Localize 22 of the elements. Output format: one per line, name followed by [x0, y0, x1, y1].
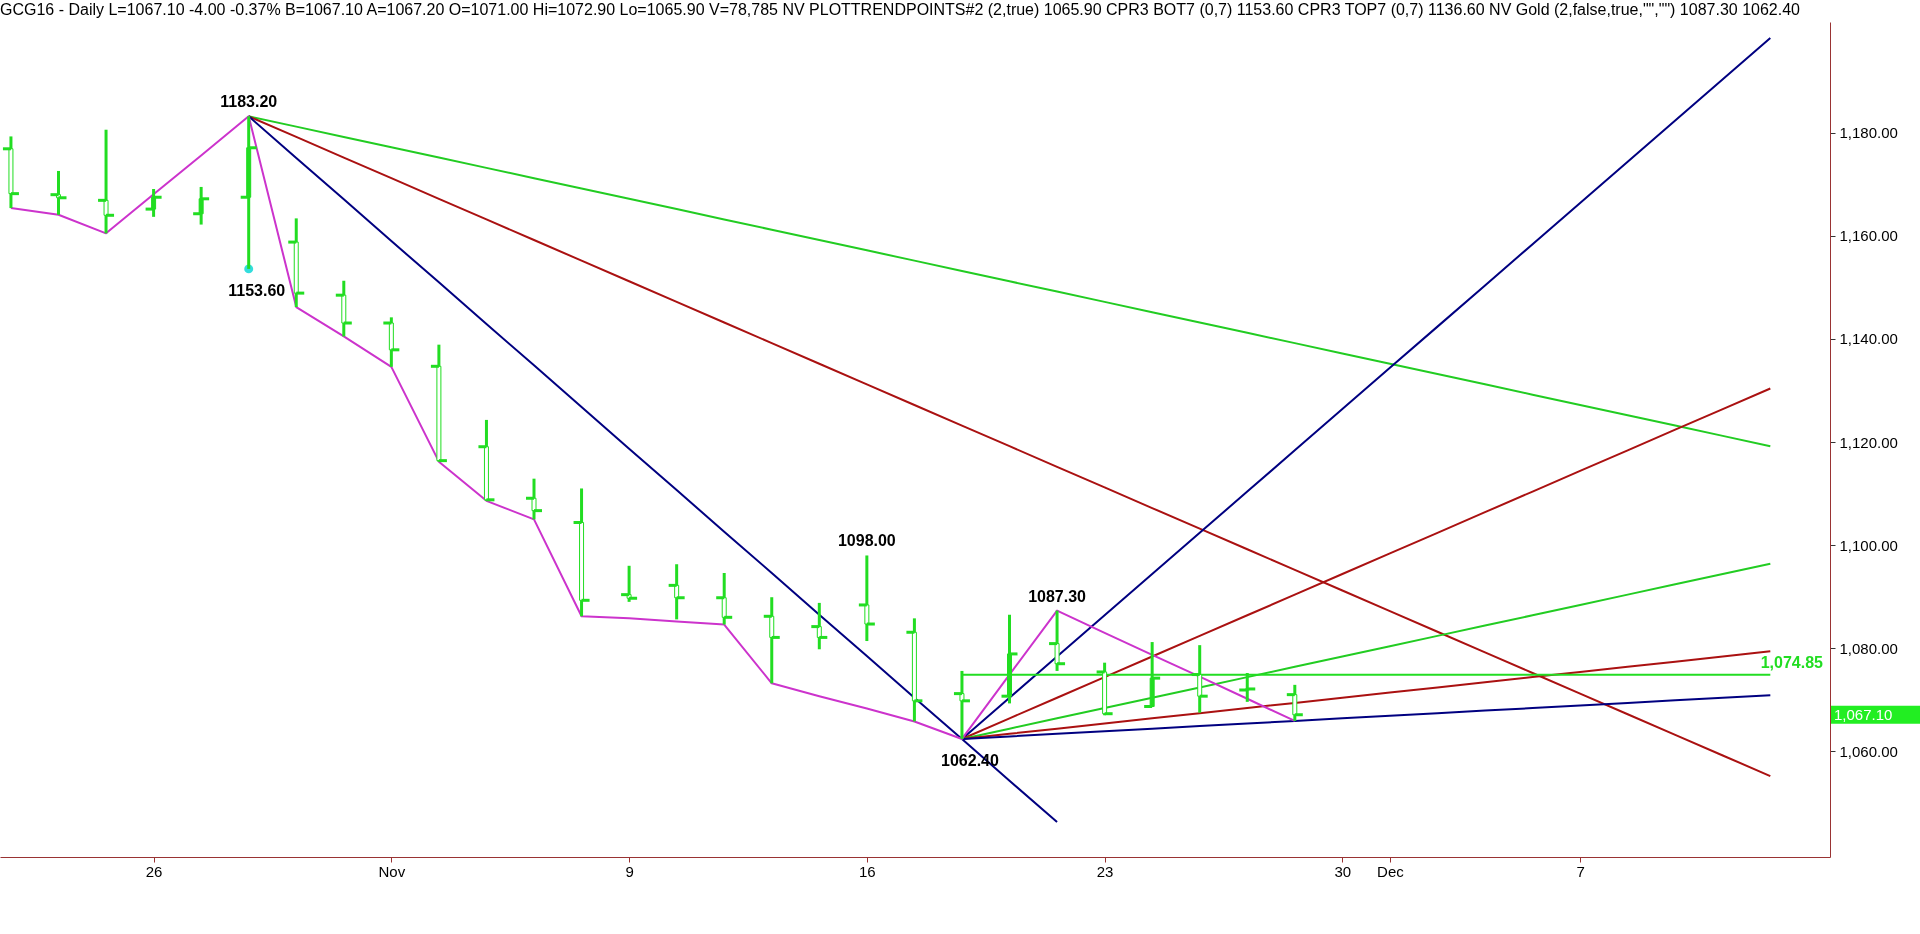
y-tick-label: 1,100.00: [1839, 536, 1898, 554]
x-tick-label: 23: [1096, 862, 1114, 880]
annotation: 1153.60: [228, 281, 286, 299]
x-tick-label: 30: [1334, 862, 1352, 880]
annotation: 1,074.85: [1760, 653, 1824, 671]
annotation: 1183.20: [220, 93, 278, 111]
x-tick-label: 9: [625, 862, 634, 880]
y-tick-label: 1,060.00: [1839, 742, 1898, 760]
y-tick-label: 1,120.00: [1839, 433, 1898, 451]
y-tick-label: 1,160.00: [1839, 227, 1898, 245]
x-tick-label: 26: [145, 862, 163, 880]
y-tick-label: 1,080.00: [1839, 639, 1898, 657]
annotation: 1087.30: [1028, 587, 1087, 605]
text: 1,067.10: [1834, 705, 1893, 723]
chart-title: GCG16 - Daily L=1067.10 -4.00 -0.37% B=1067.10 A=1067.20 O=1071.00 Hi=1072.90 Lo=1065.90 V=78,785 NV PLOTTRENDPOINTS#2 (2,true) 1065.90 CPR3 BOT7 (0,7) 1153.60 CPR3 TOP7 (0,7) 1136.60 NV Gold (2,false,true,"","") 1087.30 1062.40: [0, 1, 1801, 18]
y-tick-label: 1,180.00: [1839, 124, 1898, 142]
x-tick-label: 16: [859, 862, 876, 880]
x-tick-label: Nov: [378, 862, 406, 880]
x-tick-label: 7: [1576, 862, 1585, 880]
y-tick-label: 1,140.00: [1839, 330, 1898, 348]
x-tick-label: Dec: [1377, 862, 1405, 880]
annotation: 1098.00: [837, 532, 896, 550]
